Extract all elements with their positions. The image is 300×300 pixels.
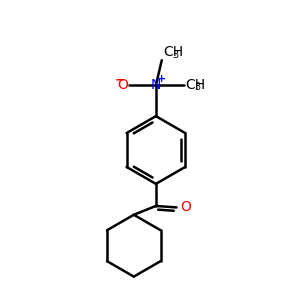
Text: O: O [117, 78, 128, 92]
Text: 3: 3 [172, 50, 178, 60]
Text: −: − [115, 74, 125, 86]
Text: N: N [151, 78, 161, 92]
Text: +: + [157, 74, 166, 84]
Text: 3: 3 [194, 82, 200, 92]
Text: O: O [180, 200, 191, 214]
Text: CH: CH [185, 78, 206, 92]
Text: CH: CH [163, 45, 183, 59]
